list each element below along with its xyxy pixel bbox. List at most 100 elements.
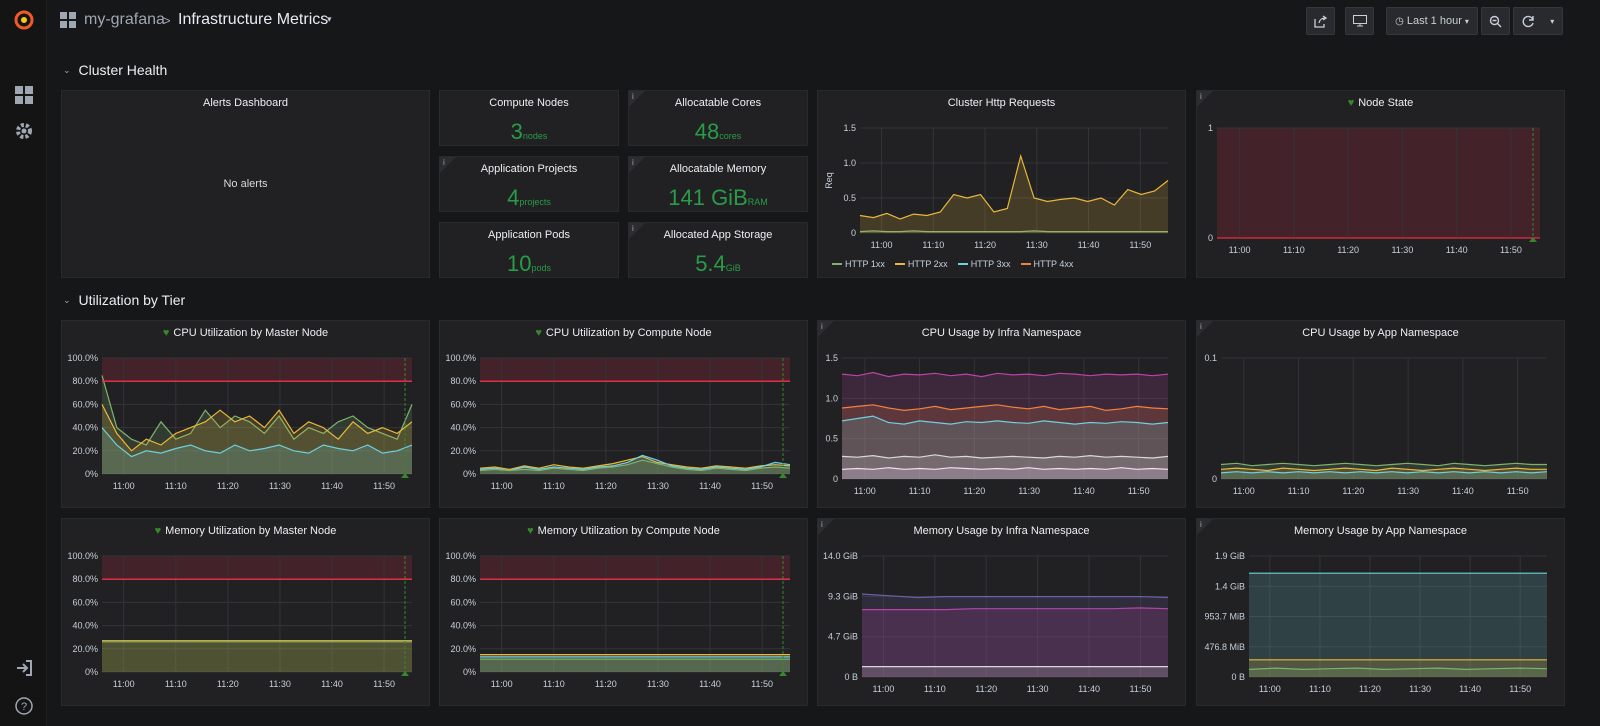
dashboard-title[interactable]: Infrastructure Metrics xyxy=(178,11,329,28)
panel-memory-app: i Memory Usage by App Namespace 1.9 GiB 1… xyxy=(1196,518,1565,706)
series-area xyxy=(102,641,412,672)
info-icon[interactable]: i xyxy=(821,322,823,331)
panel-title-text: CPU Utilization by Master Node xyxy=(173,327,329,339)
breadcrumb-org[interactable]: my-grafana xyxy=(84,11,165,28)
x-tick-label: 11:20 xyxy=(595,679,617,689)
panel-title[interactable]: CPU Usage by Infra Namespace xyxy=(818,327,1185,339)
x-tick-label: 11:00 xyxy=(1233,486,1255,496)
configuration-gear-icon[interactable] xyxy=(0,113,47,149)
alerts-panel: Alerts Dashboard No alerts xyxy=(61,90,430,278)
dashboard-caret-icon[interactable]: ▾ xyxy=(327,14,332,24)
refresh-interval-caret-icon[interactable]: ▾ xyxy=(1550,16,1555,26)
grafana-logo-icon[interactable] xyxy=(0,2,47,38)
x-tick-label: 11:50 xyxy=(751,481,773,491)
panel-cpu-compute: ♥ CPU Utilization by Compute Node 100.0% 8… xyxy=(439,320,808,508)
info-icon[interactable]: i xyxy=(1200,92,1202,101)
y-tick-label: 40.0% xyxy=(72,423,98,433)
row-cluster-health[interactable]: ⌄ Cluster Health xyxy=(63,62,167,78)
x-tick-label: 11:00 xyxy=(854,486,876,496)
panel-title[interactable]: Allocated App Storage xyxy=(629,229,807,241)
series-area xyxy=(102,375,412,474)
info-corner[interactable] xyxy=(1197,519,1213,535)
y-tick-label: 1.5 xyxy=(825,353,838,363)
panel-title[interactable]: Allocatable Memory xyxy=(629,163,807,175)
panel-title[interactable]: ♥ Memory Utilization by Master Node xyxy=(62,525,429,537)
panel-title-text: Memory Utilization by Compute Node xyxy=(537,525,720,537)
x-tick-label: 11:30 xyxy=(1409,684,1431,694)
info-corner[interactable] xyxy=(629,157,645,173)
x-tick-label: 11:00 xyxy=(113,679,135,689)
x-tick-label: 11:50 xyxy=(1130,684,1152,694)
x-tick-label: 11:40 xyxy=(1452,486,1474,496)
info-corner[interactable] xyxy=(629,223,645,239)
refresh-button[interactable]: ▾ xyxy=(1513,7,1563,35)
threshold-region xyxy=(102,556,412,580)
stat-value: 4projects xyxy=(440,185,618,211)
x-tick-label: 11:50 xyxy=(373,481,395,491)
series-area xyxy=(480,456,790,474)
x-tick-label: 11:00 xyxy=(872,684,894,694)
panel-cpu-app: i CPU Usage by App Namespace 0.1 0 11:00 11… xyxy=(1196,320,1565,508)
y-tick-label: 80.0% xyxy=(450,376,476,386)
series-area xyxy=(102,640,412,672)
y-tick-label: 1.5 xyxy=(843,123,856,133)
threshold-region xyxy=(480,556,790,580)
share-button[interactable] xyxy=(1306,7,1335,35)
time-picker-button[interactable]: ◷ Last 1 hour ▾ xyxy=(1386,7,1478,35)
panel-title[interactable]: ♥ CPU Utilization by Compute Node xyxy=(440,327,807,339)
panel-title-text: Alerts Dashboard xyxy=(203,97,288,109)
legend-item-http-2xx[interactable]: HTTP 2xx xyxy=(894,259,948,269)
panel-title[interactable]: Application Pods xyxy=(440,229,618,241)
info-corner[interactable] xyxy=(818,321,834,337)
tv-mode-button[interactable] xyxy=(1345,7,1374,35)
legend-item-http-1xx[interactable]: HTTP 1xx xyxy=(832,259,885,269)
memory-master-chart: 100.0% 80.0% 60.0% 40.0% 20.0% 0% 11:00 11:10 11… xyxy=(67,551,412,689)
panel-title[interactable]: Allocatable Cores xyxy=(629,97,807,109)
panel-title[interactable]: ♥ Memory Utilization by Compute Node xyxy=(440,525,807,537)
x-tick-label: 11:20 xyxy=(974,240,996,250)
panel-title[interactable]: Compute Nodes xyxy=(440,97,618,109)
row-utilization-by-tier[interactable]: ⌄ Utilization by Tier xyxy=(63,292,185,308)
y-tick-label: 14.0 GiB xyxy=(823,551,858,561)
panel-title[interactable]: CPU Usage by App Namespace xyxy=(1197,327,1564,339)
legend-swatch xyxy=(957,263,968,265)
series-area xyxy=(842,416,1168,479)
info-corner[interactable] xyxy=(818,519,834,535)
series-line xyxy=(1220,471,1548,474)
help-icon[interactable]: ? xyxy=(0,688,47,724)
info-corner[interactable] xyxy=(629,91,645,107)
sign-in-icon[interactable] xyxy=(0,650,47,686)
panel-title[interactable]: Memory Usage by App Namespace xyxy=(1197,525,1564,537)
series-area xyxy=(480,460,790,474)
dashboards-icon[interactable] xyxy=(0,77,47,113)
info-icon[interactable]: i xyxy=(443,158,445,167)
zoom-out-button[interactable] xyxy=(1481,7,1510,35)
series-line xyxy=(862,607,1169,611)
panel-title[interactable]: ♥ Node State xyxy=(1197,97,1564,109)
info-corner[interactable] xyxy=(1197,321,1213,337)
x-tick-label: 11:40 xyxy=(1459,684,1481,694)
info-icon[interactable]: i xyxy=(632,224,634,233)
panel-memory-infra: i Memory Usage by Infra Namespace 14.0 G… xyxy=(817,518,1186,706)
x-tick-label: 11:30 xyxy=(1026,240,1048,250)
panel-title[interactable]: ♥ CPU Utilization by Master Node xyxy=(62,327,429,339)
legend-item-http-3xx[interactable]: HTTP 3xx xyxy=(957,259,1011,269)
info-icon[interactable]: i xyxy=(821,520,823,529)
info-corner[interactable] xyxy=(440,157,456,173)
x-tick-label: 11:40 xyxy=(1446,245,1468,255)
info-icon[interactable]: i xyxy=(632,92,634,101)
series-line xyxy=(841,415,1169,425)
panel-title[interactable]: Application Projects xyxy=(440,163,618,175)
y-tick-label: 953.7 MiB xyxy=(1204,612,1245,622)
panel-title[interactable]: Cluster Http Requests xyxy=(818,97,1185,109)
x-tick-label: 11:40 xyxy=(699,679,721,689)
info-icon[interactable]: i xyxy=(1200,520,1202,529)
series-line xyxy=(861,593,1169,599)
info-icon[interactable]: i xyxy=(632,158,634,167)
info-icon[interactable]: i xyxy=(1200,322,1202,331)
x-tick-label: 11:00 xyxy=(491,481,513,491)
info-corner[interactable] xyxy=(1197,91,1213,107)
panel-title[interactable]: Memory Usage by Infra Namespace xyxy=(818,525,1185,537)
legend-item-http-4xx[interactable]: HTTP 4xx xyxy=(1020,259,1073,269)
panel-title[interactable]: Alerts Dashboard xyxy=(62,97,429,109)
